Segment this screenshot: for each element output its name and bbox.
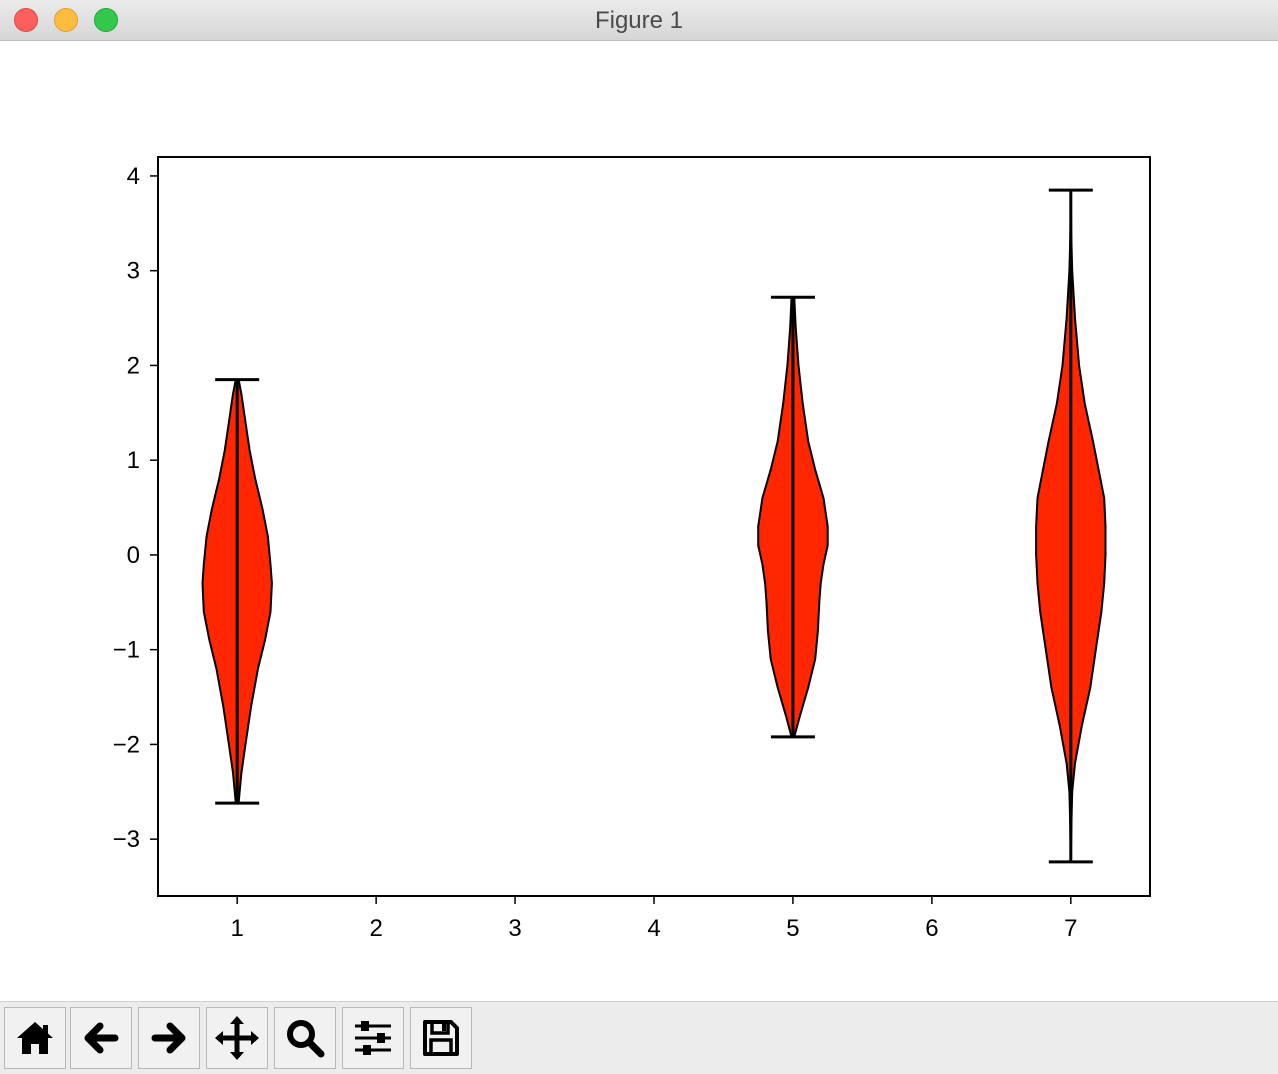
- pan-button[interactable]: [206, 1007, 268, 1069]
- x-tick-label: 7: [1064, 915, 1077, 942]
- x-tick-label: 2: [369, 915, 382, 942]
- save-button[interactable]: [410, 1007, 472, 1069]
- figure-canvas[interactable]: 1 2 3 4 5 6 7 4 3 2 1 0 −1 −2 −3: [0, 41, 1278, 1001]
- home-icon: [17, 1022, 53, 1054]
- y-tick-label: −2: [113, 731, 140, 758]
- window-title: Figure 1: [594, 7, 684, 34]
- forward-button[interactable]: [138, 1007, 200, 1069]
- move-icon: [215, 1016, 259, 1060]
- x-tick-label: 5: [786, 915, 799, 942]
- plot-frame: [157, 156, 1151, 897]
- back-button[interactable]: [70, 1007, 132, 1069]
- violin-chart: 1 2 3 4 5 6 7 4 3 2 1 0 −1 −2 −3: [113, 156, 1151, 942]
- close-window-button[interactable]: [14, 8, 38, 32]
- configure-subplots-button[interactable]: [342, 1007, 404, 1069]
- window-titlebar: Figure 1: [0, 0, 1278, 41]
- magnifier-icon: [287, 1020, 325, 1058]
- maximize-window-button[interactable]: [94, 8, 118, 32]
- y-tick-label: 1: [127, 447, 140, 474]
- floppy-disk-icon: [423, 1020, 459, 1056]
- minimize-window-button[interactable]: [54, 8, 78, 32]
- arrow-right-icon: [151, 1022, 186, 1054]
- y-tick-label: 4: [127, 163, 140, 190]
- y-tick-label: 3: [127, 258, 140, 285]
- x-tick-label: 6: [925, 915, 938, 942]
- x-tick-label: 3: [508, 915, 521, 942]
- sliders-icon: [355, 1021, 391, 1055]
- home-button[interactable]: [4, 1007, 66, 1069]
- y-tick-label: 2: [127, 352, 140, 379]
- y-tick-label: −1: [113, 637, 140, 664]
- zoom-button[interactable]: [274, 1007, 336, 1069]
- navigation-toolbar: [0, 1001, 1278, 1074]
- x-tick-label: 4: [647, 915, 660, 942]
- x-tick-label: 1: [231, 915, 244, 942]
- y-tick-label: −3: [113, 826, 140, 853]
- y-tick-label: 0: [127, 542, 140, 569]
- arrow-left-icon: [84, 1022, 119, 1054]
